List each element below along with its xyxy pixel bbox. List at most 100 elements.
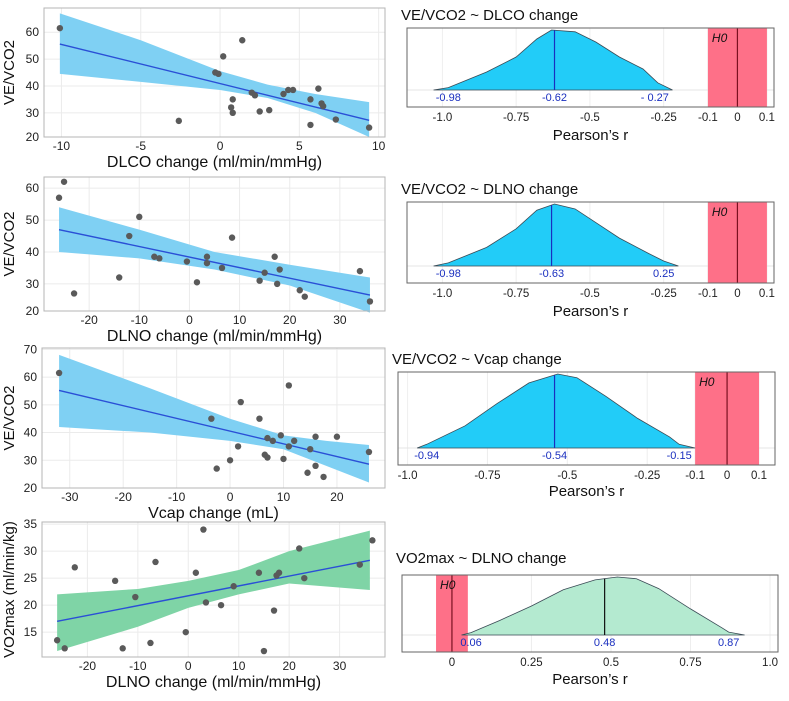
x-tick-label: -0.1 xyxy=(698,112,718,124)
x-tick-label: 0 xyxy=(227,490,234,504)
x-tick-label: -1.0 xyxy=(432,112,452,124)
y-tick-label: 70 xyxy=(24,342,38,356)
data-point xyxy=(251,92,259,99)
data-point xyxy=(285,86,292,94)
x-tick-label: 0 xyxy=(724,470,730,482)
data-point xyxy=(285,382,293,389)
plot-border xyxy=(43,7,386,138)
x-tick-label: -0.5 xyxy=(580,288,600,300)
y-axis-label: VE/VCO2 xyxy=(1,40,18,105)
data-point xyxy=(271,253,278,260)
y-tick-label: 40 xyxy=(26,245,40,259)
x-tick-label: 0.75 xyxy=(679,657,701,669)
data-point xyxy=(256,415,263,422)
data-point xyxy=(126,232,133,240)
data-point xyxy=(183,258,191,265)
y-tick-label: 50 xyxy=(26,52,40,66)
data-point xyxy=(230,583,237,590)
x-axis-label: DLNO change (ml/min/mmHg) xyxy=(106,674,321,691)
data-point xyxy=(218,264,226,272)
h0-label: H0 xyxy=(712,31,728,45)
panel-1: -10 -5 0 5 10 20 30 40 50 60 DLCO change (ml/min/m… xyxy=(1,7,386,171)
y-tick-label: 15 xyxy=(24,625,38,639)
y-tick-label: 50 xyxy=(24,398,38,412)
data-point xyxy=(290,437,298,445)
x-tick-label: 10 xyxy=(232,659,246,673)
interval-label: -0.63 xyxy=(539,268,564,280)
y-tick-label: 40 xyxy=(26,79,40,93)
data-point xyxy=(147,639,154,647)
data-point xyxy=(296,545,303,552)
x-tick-label: 5 xyxy=(296,139,303,153)
h0-label: H0 xyxy=(440,578,456,592)
h0-label: H0 xyxy=(712,205,728,219)
data-point xyxy=(132,593,139,601)
data-point xyxy=(276,266,283,273)
data-point xyxy=(53,637,61,644)
interval-label: -0.54 xyxy=(542,450,567,462)
y-axis-label: VO2max (ml/min/kg) xyxy=(1,521,18,658)
data-point xyxy=(60,178,68,185)
interval-label: -0.94 xyxy=(414,450,439,462)
x-tick-label: -20 xyxy=(80,313,98,327)
data-point xyxy=(365,448,373,456)
x-tick-label: 0 xyxy=(217,139,224,153)
data-point xyxy=(203,253,211,260)
data-point xyxy=(273,280,281,288)
data-point xyxy=(56,24,64,32)
y-axis-label: VE/VCO2 xyxy=(1,211,18,276)
plot-border xyxy=(43,176,386,312)
data-point xyxy=(193,279,201,286)
x-tick-label: 10 xyxy=(277,490,291,504)
posterior-density xyxy=(433,203,679,267)
x-tick-label: 10 xyxy=(372,139,386,153)
data-point xyxy=(234,443,242,450)
x-axis-label: Vcap change (mL) xyxy=(148,505,279,522)
regression-line xyxy=(58,228,371,296)
data-point xyxy=(237,398,244,406)
data-point xyxy=(192,569,200,576)
h0-label: H0 xyxy=(699,375,715,389)
panel-7: VE/VCO2 ~ Vcap change-1.0 -0.75 -0.5 -0.25-… xyxy=(392,351,776,500)
y-tick-label: 20 xyxy=(26,304,40,318)
data-point xyxy=(312,433,319,440)
x-tick-label: -0.75 xyxy=(503,288,529,300)
posterior-density xyxy=(417,373,696,449)
x-tick-label: -0.75 xyxy=(503,112,529,124)
x-tick-label: -10 xyxy=(131,313,149,327)
x-tick-label: 0 xyxy=(449,657,455,669)
plot-border xyxy=(401,574,779,653)
x-tick-label: 20 xyxy=(282,659,296,673)
plot-border xyxy=(41,521,386,658)
interval-label: 0.06 xyxy=(460,637,481,649)
x-tick-label: 30 xyxy=(333,659,347,673)
x-tick-label: -1.0 xyxy=(398,470,418,482)
x-tick-label: -0.5 xyxy=(580,112,600,124)
data-point xyxy=(369,537,376,544)
data-point xyxy=(366,298,374,305)
data-point xyxy=(61,645,68,652)
x-tick-label: 0 xyxy=(734,112,740,124)
x-tick-label: -0.1 xyxy=(698,288,718,300)
data-point xyxy=(111,577,119,585)
x-tick-label: -0.25 xyxy=(634,470,660,482)
data-point xyxy=(275,569,283,576)
data-point xyxy=(156,255,163,262)
y-tick-label: 30 xyxy=(26,277,40,291)
x-tick-label: -5 xyxy=(135,139,146,153)
data-point xyxy=(333,433,341,440)
panel-3: -30 -20 -10 0 10 20 20 30 40 50 60 70 Vcap change (m… xyxy=(1,342,386,522)
data-point xyxy=(289,86,297,94)
x-axis-label: Pearson’s r xyxy=(549,483,625,500)
data-point xyxy=(256,108,263,115)
x-tick-label: 0 xyxy=(734,288,740,300)
panel-6: VE/VCO2 ~ DLNO change -1.0 -0.75 -0.5 -0.25 -… xyxy=(401,181,775,320)
data-point xyxy=(182,628,189,636)
y-tick-label: 40 xyxy=(24,426,38,440)
data-point xyxy=(215,70,222,78)
data-point xyxy=(239,37,246,44)
plot-border xyxy=(406,27,775,108)
interval-label: - 0.27 xyxy=(641,92,669,104)
regression-line xyxy=(58,389,370,465)
data-point xyxy=(277,432,285,439)
